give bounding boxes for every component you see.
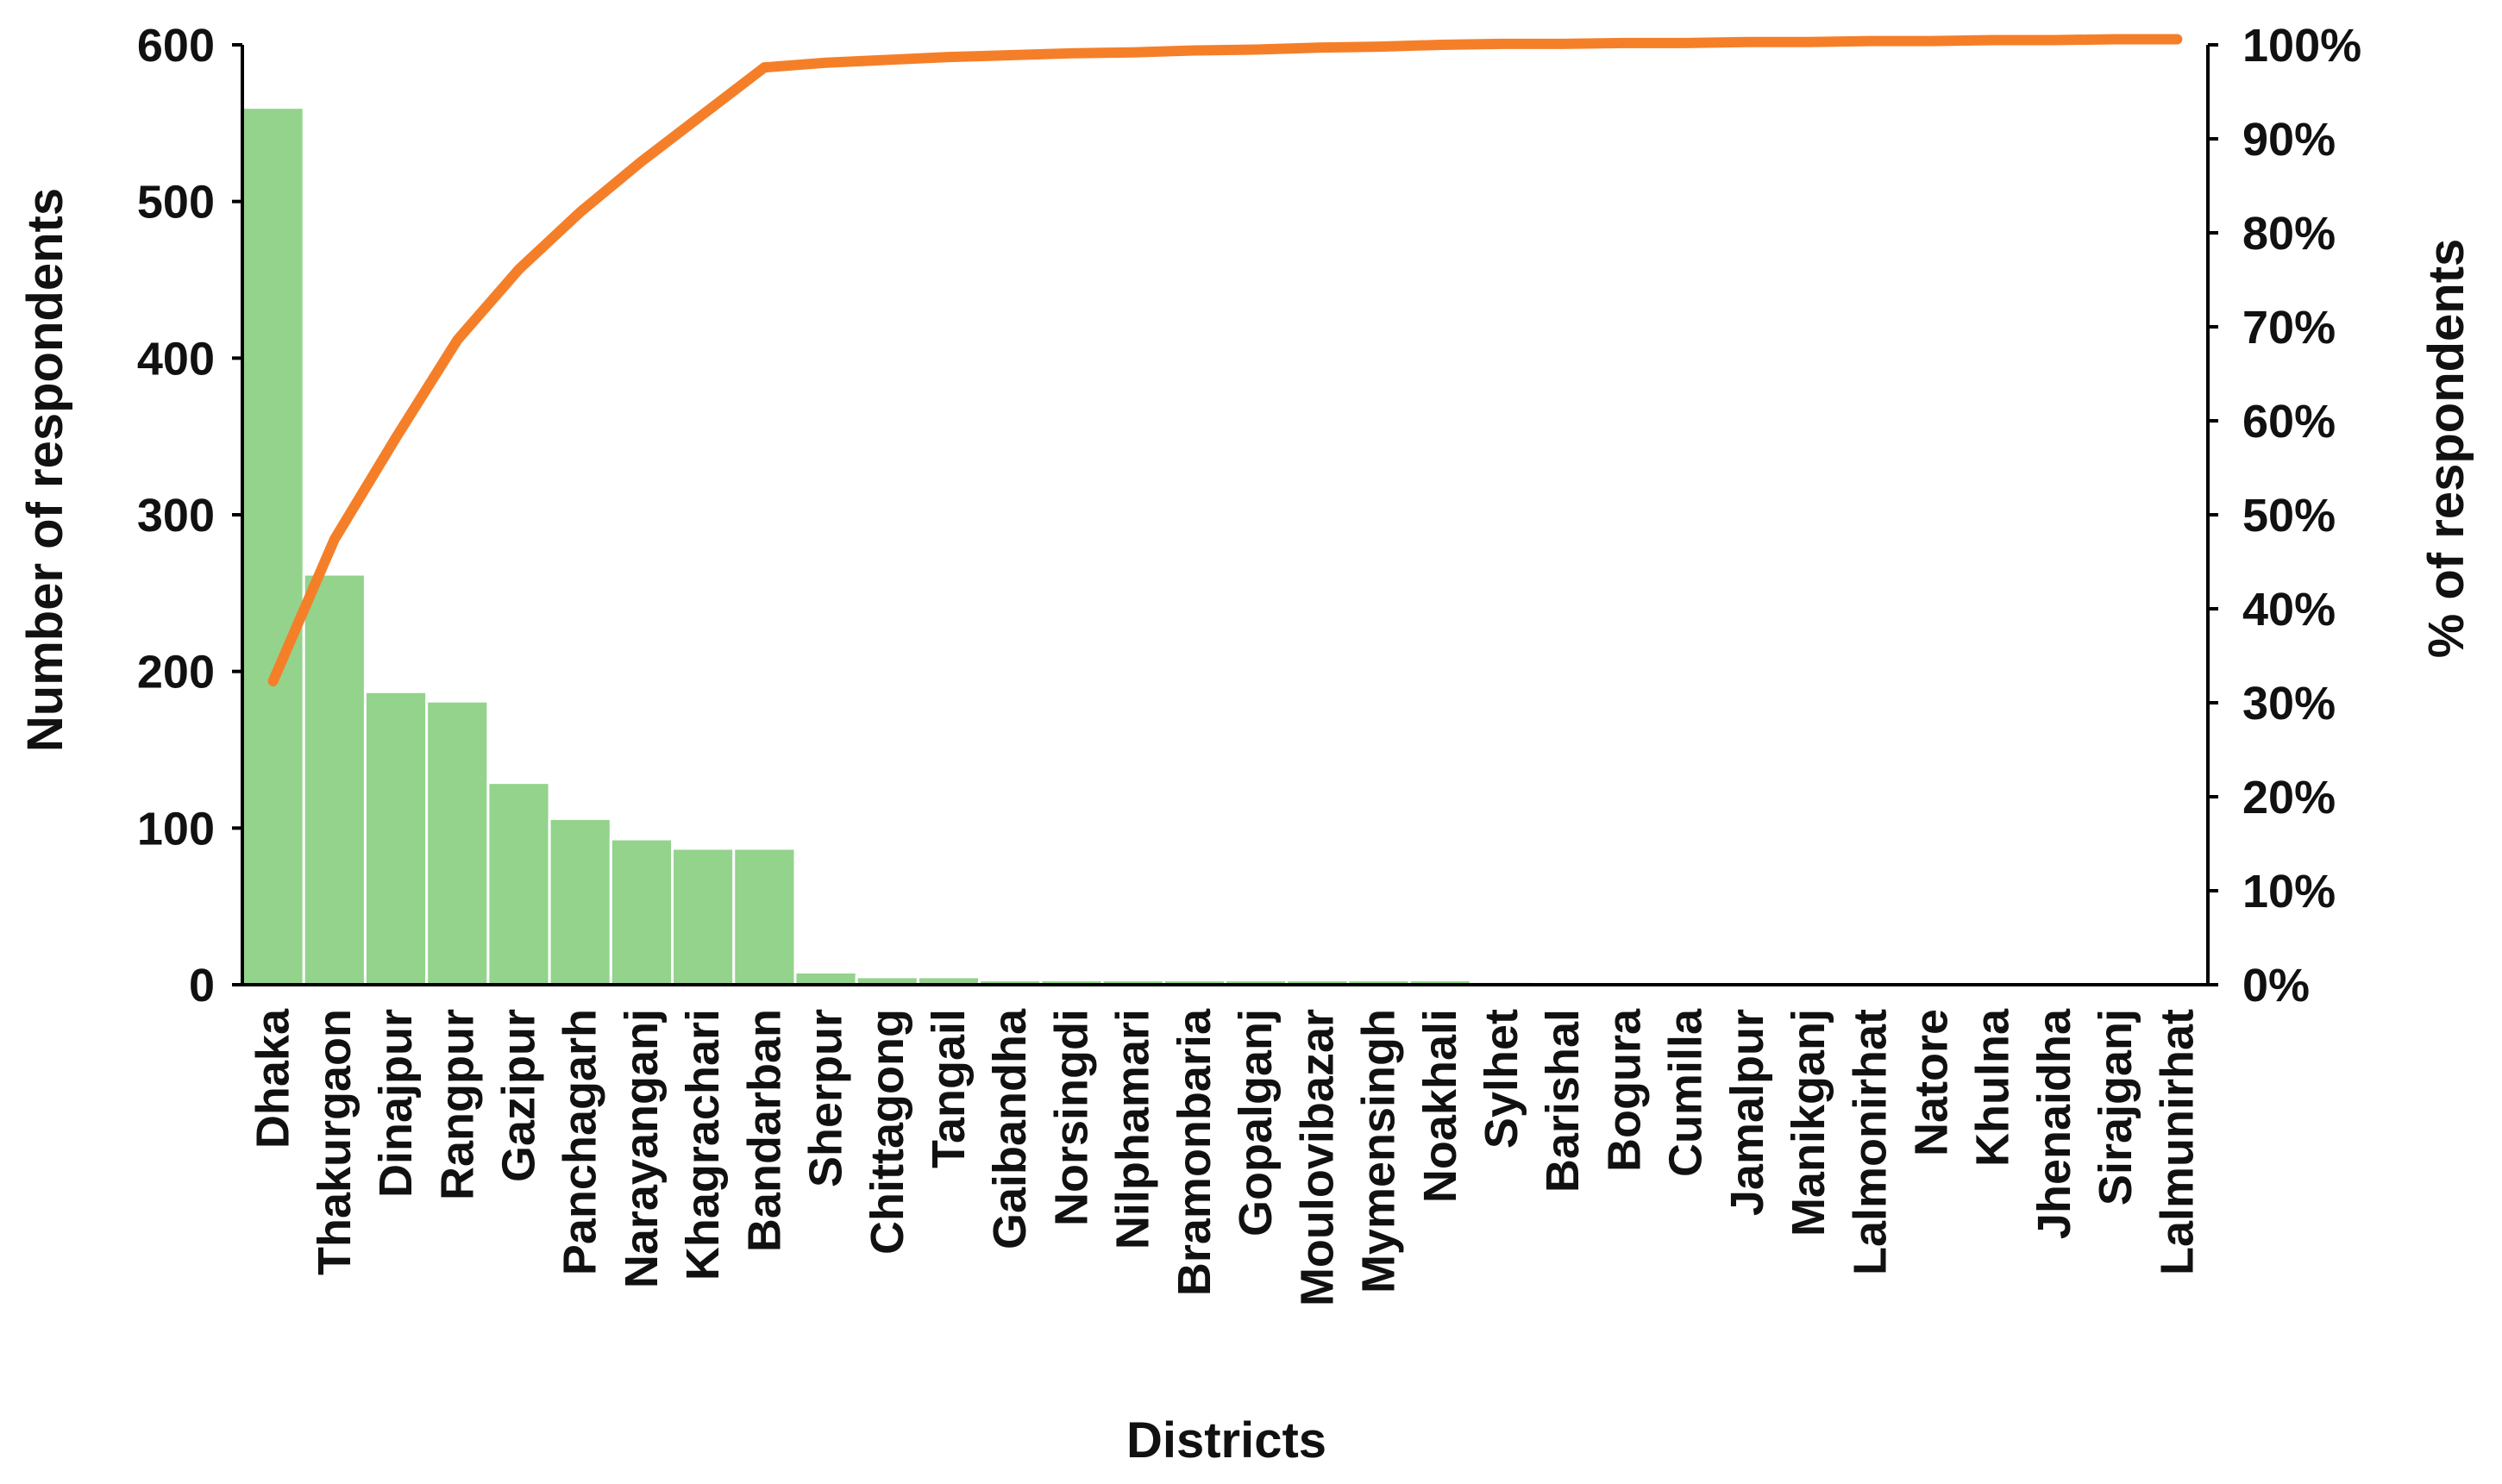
- y-tick-label: 100: [137, 803, 215, 855]
- bar-dhaka: [241, 106, 305, 986]
- bar-narayanganj: [609, 837, 674, 986]
- category-tick-labels: Dhaka Thakurgaon Dinajpur Rangpur Gazipur Pan…: [248, 1008, 2204, 1306]
- x-tick-label: Lalmunirhat: [2151, 1009, 2203, 1275]
- x-tick-label: Khagrachari: [677, 1009, 729, 1280]
- left-tick-labels: 0 100 200 300 400 500 600: [137, 20, 242, 1011]
- x-tick-label: Sherpur: [800, 1009, 852, 1187]
- x-tick-label: Manikganj: [1783, 1009, 1834, 1237]
- x-tick-label: Bandarban: [738, 1009, 790, 1252]
- bar-rangpur: [425, 699, 490, 986]
- x-tick-label: Thakurgaon: [309, 1009, 361, 1275]
- x-tick-label: Cumilla: [1660, 1008, 1712, 1177]
- x-tick-label: Chittagong: [862, 1009, 913, 1255]
- bar-sherpur: [793, 970, 858, 986]
- y-tick-label: 200: [137, 647, 215, 698]
- x-tick-label: Nilphamari: [1107, 1009, 1159, 1249]
- x-tick-label: Gazipur: [492, 1009, 544, 1182]
- y-tick-label: 600: [137, 20, 215, 72]
- bars-layer: [241, 106, 2210, 986]
- x-tick-label: Gopalganj: [1230, 1009, 1282, 1237]
- x-tick-label: Norsingdi: [1045, 1009, 1097, 1226]
- x-tick-label: Khulna: [1967, 1008, 2019, 1167]
- cumulative-percent-line: [267, 34, 2183, 686]
- y2-tick-label: 50%: [2242, 490, 2336, 542]
- x-tick-label: Jhenaidha: [2029, 1008, 2080, 1239]
- bar-dinajpur: [363, 690, 429, 986]
- x-tick-label: Gaibandha: [984, 1008, 1036, 1249]
- x-tick-label: Dinajpur: [370, 1009, 422, 1198]
- y2-tick-label: 60%: [2242, 396, 2336, 448]
- x-tick-label: Natore: [1906, 1009, 1958, 1156]
- x-tick-label: Sirajganj: [2090, 1009, 2141, 1205]
- x-tick-label: Narayanganj: [616, 1009, 668, 1288]
- y2-tick-label: 30%: [2242, 678, 2336, 729]
- y-axis-title: Number of respondents: [17, 188, 73, 752]
- y2-tick-label: 70%: [2242, 302, 2336, 354]
- y2-tick-label: 40%: [2242, 584, 2336, 636]
- y2-tick-label: 10%: [2242, 866, 2336, 917]
- x-tick-label: Rangpur: [431, 1009, 483, 1200]
- x-tick-label: Sylhet: [1476, 1009, 1527, 1149]
- x-tick-label: Bramonbaria: [1169, 1008, 1220, 1296]
- y-tick-label: 0: [189, 960, 215, 1011]
- y-tick-label: 400: [137, 333, 215, 385]
- y2-tick-label: 0%: [2242, 960, 2310, 1011]
- x-tick-label: Jamalpur: [1721, 1009, 1773, 1216]
- x-axis-title: Districts: [1126, 1412, 1326, 1468]
- x-tick-label: Bogura: [1598, 1008, 1650, 1172]
- y2-tick-label: 20%: [2242, 772, 2336, 823]
- bar-khagrachari: [671, 847, 736, 986]
- x-tick-label: Lalmonirhat: [1844, 1009, 1896, 1275]
- x-tick-label: Tangail: [923, 1009, 975, 1168]
- bar-bandarban: [732, 847, 797, 986]
- x-tick-label: Noakhali: [1414, 1009, 1466, 1203]
- x-tick-label: Moulovibazar: [1291, 1009, 1343, 1306]
- y2-tick-label: 100%: [2242, 20, 2361, 72]
- cumulative-line-layer: [267, 34, 2183, 686]
- bar-thakurgaon: [302, 573, 367, 986]
- y2-axis-title: % of respondents: [2418, 239, 2474, 659]
- right-tick-labels: 0% 10% 20% 30% 40% 50% 60% 70% 80% 90% 100%: [2208, 20, 2361, 1011]
- x-tick-label: Panchagarh: [555, 1009, 606, 1275]
- bar-panchagarh: [548, 817, 612, 986]
- y-tick-label: 300: [137, 490, 215, 542]
- y2-tick-label: 90%: [2242, 114, 2336, 166]
- x-tick-label: Barishal: [1537, 1009, 1589, 1193]
- y2-tick-label: 80%: [2242, 208, 2336, 260]
- y-tick-label: 500: [137, 177, 215, 229]
- x-tick-label: Dhaka: [248, 1008, 299, 1149]
- x-tick-label: Mymensingh: [1353, 1009, 1405, 1293]
- bar-gazipur: [486, 781, 551, 986]
